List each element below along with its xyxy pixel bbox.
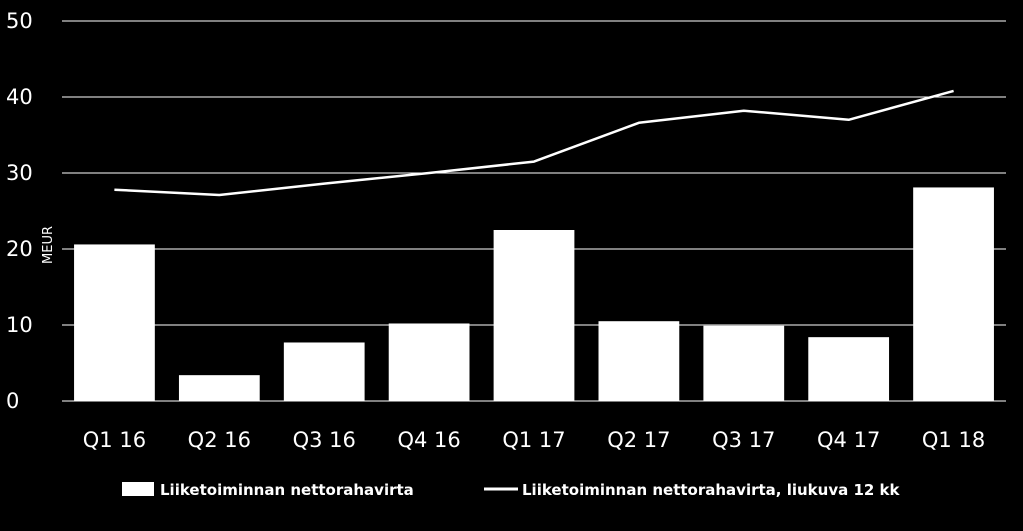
x-tick-labels: Q1 16 Q2 16 Q3 16 Q4 16 Q1 17 Q2 17 Q3 17 Q4 17… bbox=[83, 428, 985, 452]
series-line bbox=[114, 89, 954, 197]
bar bbox=[598, 321, 680, 401]
bar bbox=[74, 244, 155, 401]
y-tick-label: 0 bbox=[6, 389, 19, 413]
y-tick-label: 50 bbox=[6, 9, 33, 33]
bar bbox=[913, 187, 994, 401]
legend: Liiketoiminnan nettorahavirta Liiketoimi… bbox=[122, 481, 901, 499]
x-tick-label: Q1 18 bbox=[922, 428, 985, 452]
y-tick-labels: 0 10 20 30 40 50 bbox=[6, 9, 33, 413]
y-tick-label: 10 bbox=[6, 313, 33, 337]
bar bbox=[703, 325, 785, 401]
legend-line-label: Liiketoiminnan nettorahavirta, liukuva 1… bbox=[522, 481, 901, 499]
x-tick-label: Q1 16 bbox=[83, 428, 146, 452]
bar bbox=[178, 375, 260, 401]
x-tick-label: Q3 17 bbox=[712, 428, 775, 452]
x-tick-label: Q4 16 bbox=[397, 428, 460, 452]
bar bbox=[388, 323, 470, 401]
y-axis-label: MEUR bbox=[41, 226, 56, 264]
legend-bar-swatch bbox=[122, 482, 154, 496]
x-tick-label: Q1 17 bbox=[502, 428, 565, 452]
x-tick-label: Q2 16 bbox=[188, 428, 251, 452]
y-tick-label: 20 bbox=[6, 237, 33, 261]
bar bbox=[283, 342, 365, 401]
x-tick-label: Q3 16 bbox=[293, 428, 356, 452]
bar bbox=[808, 337, 890, 401]
y-tick-label: 40 bbox=[6, 85, 33, 109]
x-tick-label: Q4 17 bbox=[817, 428, 880, 452]
y-tick-label: 30 bbox=[6, 161, 33, 185]
line-series bbox=[114, 89, 954, 197]
legend-bar-label: Liiketoiminnan nettorahavirta bbox=[160, 481, 414, 499]
x-tick-label: Q2 17 bbox=[607, 428, 670, 452]
bar bbox=[493, 230, 575, 401]
bar-series bbox=[74, 187, 994, 401]
